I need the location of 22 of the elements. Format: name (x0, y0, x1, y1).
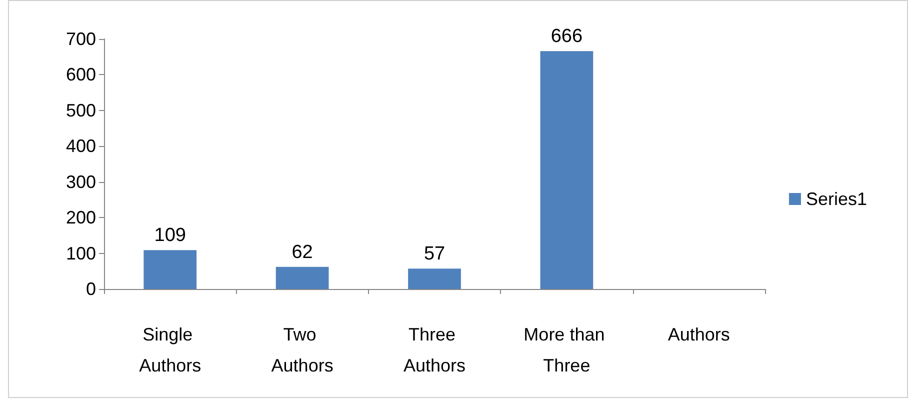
data-label: 57 (424, 244, 446, 265)
x-tick-label: Single Authors (139, 324, 202, 376)
y-tick-label: 300 (66, 172, 96, 192)
bar (540, 51, 594, 289)
data-label: 109 (154, 225, 186, 246)
legend-label: Series1 (806, 189, 867, 209)
data-label: 62 (292, 242, 313, 263)
bar (144, 250, 197, 289)
y-tick-label: 400 (66, 136, 96, 156)
y-tick-label: 700 (66, 29, 96, 49)
y-tick-label: 0 (86, 279, 96, 299)
y-tick-label: 200 (66, 208, 96, 228)
x-tick-label: Two Authors (271, 324, 334, 376)
data-label: 666 (550, 26, 583, 48)
y-tick-label: 500 (66, 100, 96, 120)
bar (276, 266, 329, 289)
y-tick-label: 600 (66, 64, 96, 85)
y-tick-label: 100 (66, 243, 96, 264)
x-tick-label: Three Authors (403, 324, 466, 376)
x-tick-label: Authors (668, 324, 730, 344)
bar (408, 268, 461, 289)
x-tick-label: More than Three (524, 324, 610, 376)
